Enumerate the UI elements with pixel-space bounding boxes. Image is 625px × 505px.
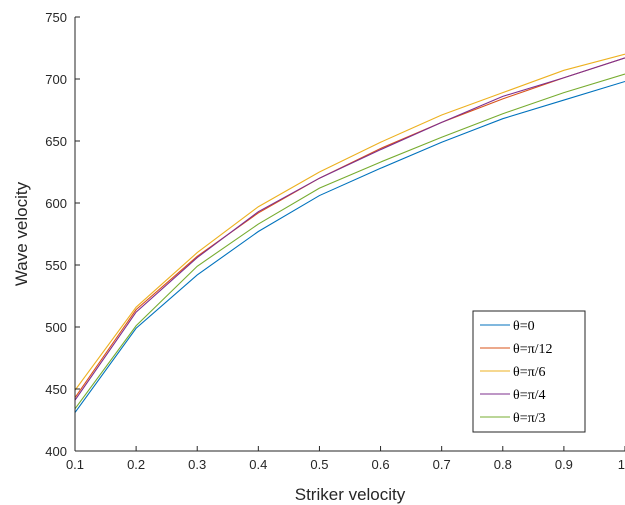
x-tick-label: 0.7	[433, 457, 451, 472]
legend-label: θ=π/6	[513, 365, 546, 380]
y-tick-label: 600	[45, 196, 67, 211]
x-tick-label: 0.2	[127, 457, 145, 472]
series-line-1	[74, 57, 625, 398]
x-tick-label: 0.3	[188, 457, 206, 472]
legend-label: θ=π/12	[513, 342, 553, 357]
y-axis-title: Wave velocity	[12, 181, 31, 286]
x-tick-label: 0.9	[555, 457, 573, 472]
x-tick-label: 0.5	[310, 457, 328, 472]
x-tick-label: 0.1	[66, 457, 84, 472]
series-line-4	[74, 73, 625, 410]
legend-label: θ=0	[513, 319, 535, 334]
x-tick-label: 1	[618, 457, 625, 472]
ticks-layer: 0.1 0.2 0.3 0.4 0.5 0.6 0.7 0.8 0.9 1 400 450 500 550…	[45, 10, 625, 472]
series-layer	[74, 53, 625, 413]
axes-layer	[74, 17, 625, 452]
y-tick-label: 750	[45, 10, 67, 25]
x-tick-label: 0.8	[494, 457, 512, 472]
y-tick-label: 450	[45, 382, 67, 397]
y-tick-label: 550	[45, 258, 67, 273]
y-tick-label: 650	[45, 134, 67, 149]
x-tick-label: 0.4	[249, 457, 267, 472]
series-line-3	[74, 57, 625, 401]
legend: θ=0 θ=π/12 θ=π/6 θ=π/4 θ=π/3	[472, 310, 586, 433]
series-line-0	[74, 80, 625, 413]
x-tick-label: 0.6	[372, 457, 390, 472]
series-line-2	[74, 53, 625, 391]
x-axis-title: Striker velocity	[295, 485, 406, 504]
y-tick-label: 400	[45, 444, 67, 459]
y-tick-label: 500	[45, 320, 67, 335]
y-tick-label: 700	[45, 72, 67, 87]
legend-label: θ=π/4	[513, 388, 546, 403]
legend-label: θ=π/3	[513, 411, 546, 426]
